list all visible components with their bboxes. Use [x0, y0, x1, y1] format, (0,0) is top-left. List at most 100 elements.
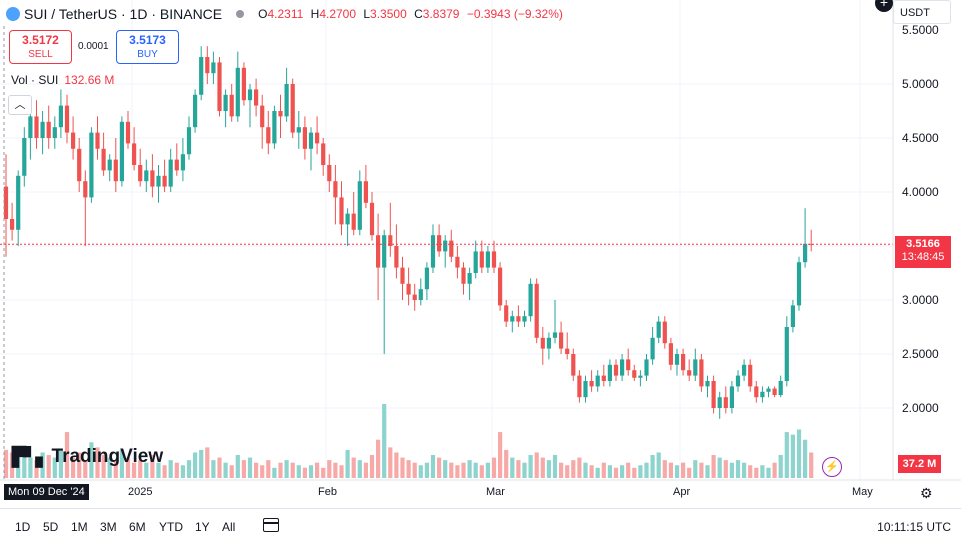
candle-body: [528, 283, 533, 317]
volume-bar: [266, 460, 271, 478]
volume-bar: [40, 452, 45, 478]
candle-body: [742, 364, 747, 376]
volume-bar: [461, 462, 466, 478]
candle-body: [638, 375, 643, 378]
volume-bar: [138, 460, 143, 478]
lightning-icon[interactable]: ⚡: [822, 457, 842, 477]
candle-body: [479, 251, 484, 268]
volume-bar: [742, 462, 747, 478]
volume-bar: [583, 462, 588, 478]
candle-body: [351, 213, 356, 230]
volume-bar: [22, 447, 27, 478]
candle-body: [71, 132, 76, 149]
gear-icon[interactable]: ⚙: [920, 485, 933, 501]
volume-bar: [217, 457, 222, 478]
candle-body: [595, 375, 600, 387]
candle-body: [644, 359, 649, 376]
volume-bar: [650, 455, 655, 478]
candle-body: [376, 235, 381, 268]
candle-body: [302, 127, 307, 149]
range-3m[interactable]: 3M: [100, 520, 117, 534]
volume-bar: [46, 455, 51, 478]
candle-body: [516, 316, 521, 322]
candle-body: [430, 235, 436, 268]
candle-body: [278, 111, 283, 117]
quote-currency-button[interactable]: USDT: [893, 0, 951, 24]
sell-button[interactable]: 3.5172 SELL: [9, 30, 72, 64]
candle-body: [229, 94, 234, 117]
sell-price: 3.5172: [22, 33, 59, 47]
candle-body: [674, 354, 680, 365]
candle-body: [577, 375, 582, 398]
volume-bar: [571, 460, 576, 478]
candle-body: [504, 305, 509, 322]
range-1d[interactable]: 1D: [15, 520, 31, 534]
candle-body: [809, 243, 814, 245]
volume-bar: [211, 460, 216, 478]
symbol-title[interactable]: SUI / TetherUS · 1D · BINANCE: [24, 6, 223, 22]
candle-body: [168, 159, 173, 187]
volume-bar: [205, 447, 210, 478]
candle-body: [132, 143, 137, 165]
range-ytd[interactable]: YTD: [159, 520, 183, 534]
range-6m[interactable]: 6M: [129, 520, 146, 534]
candle-body: [711, 381, 716, 408]
volume-bar: [705, 465, 710, 478]
tradingview-logo[interactable]: ▛▘▖ TradingView: [12, 446, 163, 468]
volume-legend[interactable]: Vol · SUI 132.66 M: [11, 73, 114, 87]
candle-body: [656, 321, 661, 338]
volume-bar: [34, 460, 39, 478]
volume-bar: [247, 457, 253, 478]
candle-body: [95, 132, 100, 149]
volume-bar: [272, 467, 277, 478]
candle-body: [491, 251, 497, 268]
calendar-range-icon[interactable]: [263, 518, 279, 532]
candle-body: [144, 170, 149, 182]
volume-bar: [119, 449, 124, 478]
candle-body: [681, 354, 686, 371]
volume-bar: [77, 452, 82, 478]
volume-bar: [766, 467, 771, 478]
candle-body: [284, 84, 289, 117]
candle-body: [748, 364, 753, 387]
utc-clock[interactable]: 10:11:15 UTC: [877, 520, 951, 534]
range-1y[interactable]: 1Y: [195, 520, 210, 534]
candle-body: [363, 181, 368, 203]
candle-body: [540, 337, 545, 349]
volume-bar: [315, 462, 320, 478]
volume-bar: [168, 460, 173, 478]
candle-body: [778, 381, 783, 396]
range-all[interactable]: All: [222, 520, 236, 534]
candle-body: [412, 294, 417, 300]
range-5d[interactable]: 5D: [43, 520, 59, 534]
candle-body: [107, 159, 112, 171]
add-plus-icon[interactable]: +: [875, 0, 893, 12]
candle-body: [40, 121, 45, 138]
change-value: −0.3943 (−9.32%): [466, 7, 563, 21]
candle-body: [254, 89, 259, 106]
candle-body: [10, 219, 15, 230]
volume-bar: [388, 447, 393, 478]
collapse-legend-button[interactable]: ︿: [8, 95, 32, 115]
candle-body: [315, 132, 320, 144]
candle-body: [522, 316, 527, 322]
volume-bar: [52, 457, 57, 478]
candle-body: [632, 370, 637, 378]
volume-bar: [607, 465, 612, 478]
volume-bar: [376, 439, 381, 478]
buy-button[interactable]: 3.5173 BUY: [116, 30, 179, 64]
candle-body: [223, 94, 228, 111]
range-1m[interactable]: 1M: [71, 520, 88, 534]
volume-bar: [95, 447, 100, 478]
candle-body: [589, 381, 594, 387]
volume-bar: [479, 465, 484, 478]
volume-bar: [162, 465, 167, 478]
market-status-icon[interactable]: [236, 10, 245, 18]
candle-body: [28, 116, 33, 138]
bottom-toolbar: 1D 5D 1M 3M 6M YTD 1Y All 10:11:15 UTC: [0, 508, 961, 541]
candle-body: [34, 116, 39, 138]
spread-value: 0.0001: [78, 41, 109, 52]
volume-bar: [735, 460, 741, 478]
volume-bar: [626, 462, 631, 478]
